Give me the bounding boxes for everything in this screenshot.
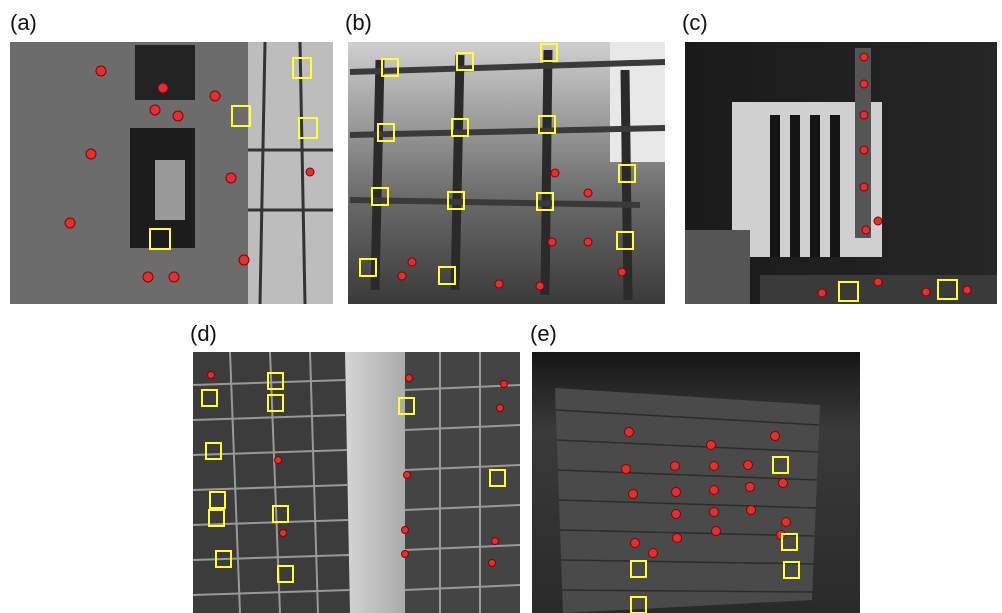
panel-label: (d): [190, 321, 217, 346]
panel-label: (e): [530, 321, 557, 346]
photo-b: [348, 42, 665, 304]
panel-label: (c): [682, 10, 708, 35]
panel-label: (b): [345, 10, 372, 35]
figure: (a) (b) (c) (d) (e): [0, 0, 1002, 613]
photo-c: [685, 42, 997, 304]
photo-a: [10, 42, 333, 304]
photo-d: [193, 352, 520, 613]
panel-label: (a): [10, 10, 37, 35]
photo-e: [532, 352, 860, 613]
